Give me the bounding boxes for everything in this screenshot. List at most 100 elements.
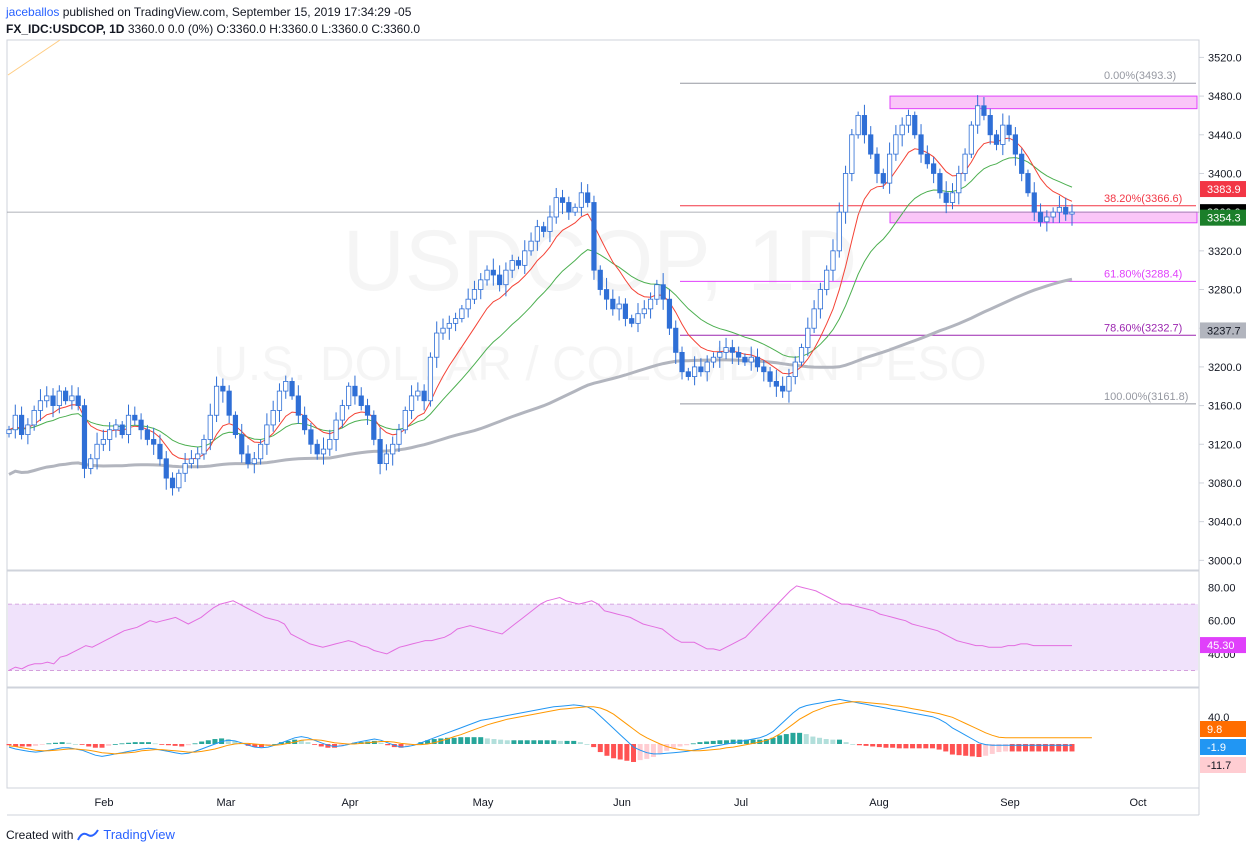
macd-histogram-bar [6,744,12,746]
macd-histogram-bar [1022,744,1028,752]
candle-down [1019,153,1025,174]
candle-up [893,134,899,155]
macd-histogram-bar [59,742,65,744]
time-axis-label: Apr [341,797,358,809]
candle-down [490,269,496,276]
candle-down [1006,124,1012,136]
time-axis-label: Aug [869,797,889,809]
price-axis-label: 3040.0 [1208,517,1242,529]
candle-up [264,424,270,445]
tradingview-brand-link[interactable]: TradingView [103,827,175,842]
candle-up [949,192,956,203]
macd-histogram-bar [146,742,152,744]
candle-up [484,269,490,281]
macd-histogram-bar [132,742,138,744]
candle-down [610,298,616,310]
rsi-last-label-box [1200,637,1246,654]
candle-up [100,439,106,445]
macd-histogram-bar [817,737,823,744]
macd-histogram-bar [803,734,809,744]
macd-histogram-bar [856,744,862,746]
candle-up [830,250,836,271]
macd-histogram-bar [684,744,690,746]
macd-histogram-bar [916,744,922,749]
macd-histogram-bar [704,741,710,744]
macd-histogram-bar [624,744,630,761]
author-link[interactable]: jaceballos [6,5,60,19]
macd-histogram-bar [152,743,158,745]
fib-level-label: 78.60%(3232.7) [1104,322,1182,334]
macd-histogram-bar [551,740,557,744]
candle-up [509,260,515,271]
candle-up [44,395,50,402]
time-axis-label: Oct [1129,797,1146,809]
macd-last-label: -11.7 [1207,760,1231,772]
macd-histogram-bar [471,737,477,744]
candle-up [201,439,207,455]
price-axis-label: 3320.0 [1208,246,1242,258]
candle-down [289,381,295,397]
price-axis-label: 3160.0 [1208,401,1242,413]
macd-histogram-bar [1003,744,1009,752]
macd-histogram-bar [936,744,942,750]
candle-up [522,250,528,266]
macd-histogram-bar [597,744,603,753]
candle-up [849,134,855,174]
candle-down [138,419,144,431]
macd-histogram-bar [850,744,856,745]
candle-up [6,429,12,435]
candle-down [163,458,169,479]
macd-histogram-bar [511,740,517,744]
symbol-label: FX_IDC:USDCOP, 1D [6,22,125,36]
candle-up [125,414,132,435]
time-axis-label: Sep [1000,797,1020,809]
macd-histogram-bar [883,744,889,748]
macd-histogram-bar [969,744,975,757]
candle-up [855,115,861,136]
candle-up [692,366,698,377]
macd-histogram-bar [770,737,776,744]
candle-up [836,211,842,252]
candle-down [421,390,427,402]
macd-histogram-bar [106,744,112,746]
macd-last-label-box [1200,757,1246,773]
macd-histogram-bar [949,744,955,755]
macd-histogram-bar [318,744,324,747]
published-text: published on TradingView.com, September … [59,5,412,19]
candle-down [861,115,868,136]
candle-down [144,429,150,440]
macd-histogram-bar [531,740,537,744]
macd-histogram-bar [159,744,165,745]
candle-up [257,443,264,460]
macd-histogram-bar [1016,744,1022,752]
macd-histogram-bar [26,744,32,747]
macd-histogram-bar [212,739,218,744]
candle-up [817,289,824,310]
candle-up [25,424,31,435]
ema-fast-line [8,137,1073,460]
rsi-last-label: 45.30 [1207,640,1235,652]
candle-up [956,173,962,194]
candle-up [327,439,333,450]
macd-histogram-bar [717,740,723,744]
rsi-line [8,585,1072,671]
candle-up [188,458,195,465]
candle-up [440,327,446,334]
candle-down [685,371,691,377]
candle-down [18,414,25,435]
macd-histogram-bar [272,744,278,745]
macd-histogram-bar [910,744,916,749]
macd-histogram-bar [99,744,105,748]
candle-up [459,308,465,319]
candle-up [786,376,792,392]
candle-down [729,347,735,353]
macd-histogram-bar [192,743,198,745]
price-axis-label: 3280.0 [1208,285,1242,297]
candle-up [805,327,811,348]
macd-histogram-bar [378,742,384,744]
candle-up [346,385,352,406]
candle-down [63,390,69,402]
macd-histogram-bar [444,737,450,744]
candle-up [842,173,849,213]
